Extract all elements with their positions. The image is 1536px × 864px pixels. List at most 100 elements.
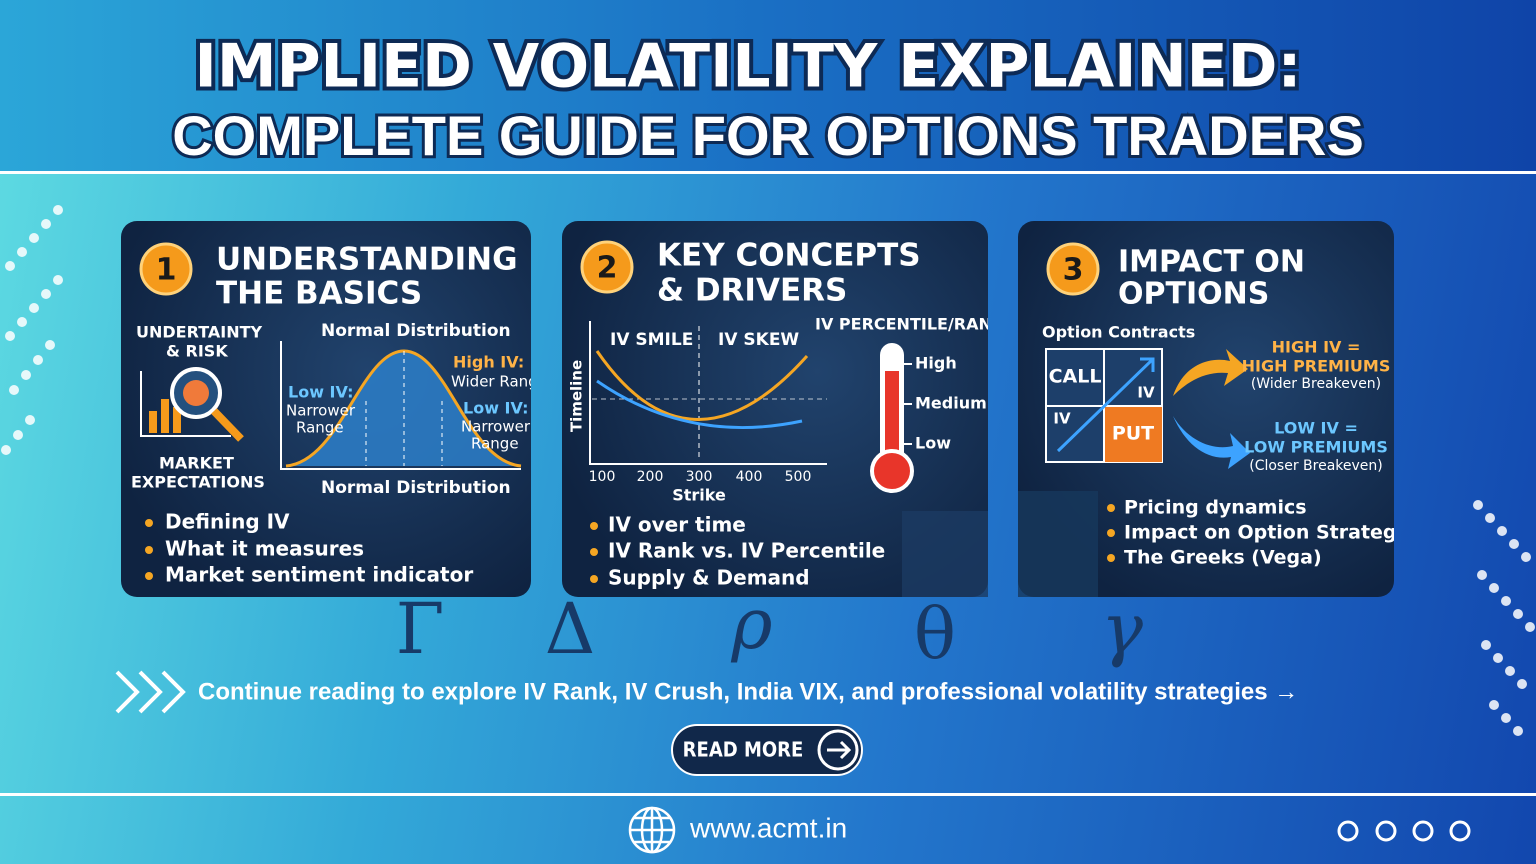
decoration [1509,539,1519,549]
decoration [590,522,598,530]
card-art: 1 UNDERSTANDING THE BASICS UNDERTAINTY &… [131,242,547,587]
decoration [183,380,209,406]
card: 1 UNDERSTANDING THE BASICS UNDERTAINTY &… [121,221,547,597]
decoration [1513,609,1523,619]
decoration [17,317,27,327]
dots-left [1,205,63,455]
decoration [5,261,15,271]
card: 3 IMPACT ON OPTIONS Option Contracts CAL… [1018,221,1427,597]
decoration [1493,653,1503,663]
axis-label: Timeline [568,360,586,432]
bullet: Market sentiment indicator [165,563,473,587]
label: LOW PREMIUMS [1244,438,1388,457]
label: IV [1053,410,1071,428]
label: Option Contracts [1042,323,1195,342]
decoration [145,519,153,580]
chevrons [115,670,186,714]
decoration [1046,242,1100,296]
header-band [0,0,1536,172]
decoration [13,430,23,440]
decoration [21,370,31,380]
bullet: The Greeks (Vega) [1124,547,1322,569]
decoration [41,289,51,299]
decoration [870,449,914,493]
label: UNDERTAINTY [136,323,263,342]
tick-label: 300 [686,469,713,485]
label: EXPECTATIONS [131,473,265,492]
bullet: Supply & Demand [608,566,810,590]
decoration [630,808,674,852]
decoration [17,247,27,257]
cta-text: Continue reading to explore IV Rank, IV … [198,678,1298,705]
button-icon[interactable] [817,729,859,771]
card-number: 1 [156,253,177,288]
label: Medium [915,394,987,413]
decoration [1477,570,1487,580]
bullet: Defining IV [165,510,290,534]
greek-letter: Γ [396,588,445,670]
down-arrow [1173,416,1250,469]
card-title: THE BASICS [216,276,422,312]
label: CALL [1049,366,1102,388]
contract-grid [1045,348,1163,463]
decoration [1104,406,1162,462]
label: LOW IV = [1274,419,1358,438]
label: Range [471,435,519,453]
title: IMPLIED VOLATILITY EXPLAINED: [195,32,1302,102]
decoration [53,205,63,215]
greek-letter: θ [914,593,956,675]
decoration [161,399,169,433]
axis-label: Strike [672,486,726,505]
decoration [139,242,193,296]
decoration [1107,504,1115,512]
decoration [1489,583,1499,593]
decoration [1517,679,1527,689]
decoration [115,670,140,714]
decoration [1473,500,1483,510]
decoration [173,407,181,433]
button-bg[interactable] [671,724,863,776]
decoration [1485,513,1495,523]
decoration [45,340,55,350]
card-number: 3 [1063,253,1084,288]
button-arrow[interactable] [827,740,852,760]
decoration [149,411,157,433]
decoration [211,408,244,442]
tick-label: 100 [589,469,616,485]
decoration [590,522,598,583]
decoration [1107,554,1115,562]
label: Normal Distribution [321,321,511,341]
decoration [145,546,153,554]
decoration [1107,529,1115,537]
decoration [1521,552,1531,562]
label: PUT [1112,423,1154,445]
label: Wider Range [451,373,531,391]
decoration [365,351,443,466]
decoration [1018,491,1098,597]
button-label[interactable]: READ MORE [683,738,804,762]
decoration [9,385,19,395]
decoration [1375,820,1397,842]
decoration [902,511,988,597]
label: Normal Distribution [321,478,511,498]
decoration [138,670,163,714]
card-art: 2 KEY CONCEPTS & DRIVERS IV SMILE IV SKE… [568,238,1005,597]
decoration [595,350,809,421]
decoration [1501,713,1511,723]
label: IV [1137,384,1155,402]
card: 2 KEY CONCEPTS & DRIVERS IV SMILE IV SKE… [562,221,1005,597]
label: Low IV: [288,383,354,402]
decoration [140,371,231,437]
decoration [280,341,521,470]
page-dots [1337,820,1471,842]
decoration [580,240,634,294]
footer-url[interactable]: www.acmt.in [689,812,847,843]
subtitle: COMPLETE GUIDE FOR OPTIONS TRADERS [172,104,1364,167]
decoration [29,303,39,313]
dots-right [1473,500,1535,736]
decoration [53,275,63,285]
read-more-button[interactable]: READ MORE [671,724,863,776]
decoration [1056,357,1155,453]
